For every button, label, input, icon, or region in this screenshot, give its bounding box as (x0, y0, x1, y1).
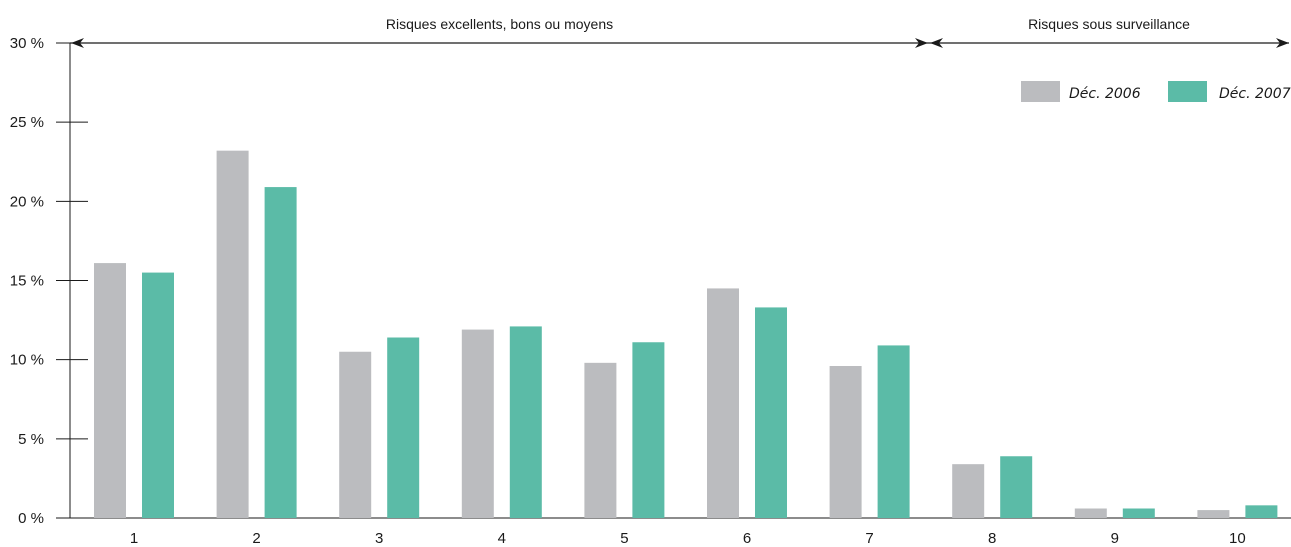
bar (142, 272, 174, 518)
x-tick-label: 1 (130, 530, 138, 547)
x-tick-label: 5 (620, 530, 628, 547)
legend-swatch (1168, 81, 1207, 102)
bar (632, 342, 665, 518)
bar (1245, 505, 1278, 518)
bar (339, 351, 372, 518)
bar (829, 366, 862, 518)
bar (1074, 508, 1107, 518)
bar (1122, 508, 1155, 518)
arrow-head-icon (915, 38, 928, 48)
y-tick-label: 30 % (10, 35, 44, 52)
zone-label: Risques excellents, bons ou moyens (386, 16, 613, 32)
x-tick-label: 6 (743, 530, 751, 547)
y-tick-label: 15 % (10, 273, 44, 290)
x-tick-label: 10 (1229, 530, 1246, 547)
arrow-head-icon (930, 38, 943, 48)
y-tick-label: 0 % (18, 510, 44, 527)
y-tick-label: 10 % (10, 352, 44, 369)
y-tick-label: 25 % (10, 114, 44, 131)
bar (877, 345, 910, 518)
x-tick-label: 9 (1111, 530, 1119, 547)
x-tick-label: 4 (498, 530, 506, 547)
arrow-head-icon (1276, 38, 1289, 48)
x-tick-label: 3 (375, 530, 383, 547)
bar (387, 337, 420, 518)
bar (461, 329, 494, 518)
legend: Déc. 2006 Déc. 2007 (1021, 81, 1291, 102)
bar (1000, 456, 1033, 518)
bar (509, 326, 542, 518)
x-axis: 1 2 3 4 5 6 7 8 9 10 (70, 517, 1291, 547)
bar (264, 187, 297, 519)
x-tick-label: 7 (865, 530, 873, 547)
zone-label: Risques sous surveillance (1028, 16, 1190, 32)
bar (707, 288, 739, 518)
bar (216, 150, 249, 518)
y-tick-label: 5 % (18, 431, 44, 448)
x-tick-label: 2 (252, 530, 260, 547)
bar (1197, 510, 1230, 518)
y-tick-label: 20 % (10, 193, 44, 210)
legend-label: Déc. 2006 (1069, 86, 1141, 102)
bar (584, 362, 617, 518)
zone-annotations: Risques excellents, bons ou moyens Risque… (70, 16, 1289, 48)
bars (94, 150, 1278, 519)
y-axis: 0 % 5 % 10 % 15 % 20 % 25 % 30 % (10, 35, 88, 527)
bar (952, 464, 985, 518)
bar (755, 307, 787, 518)
bar (94, 263, 126, 518)
arrow-head-icon (71, 38, 84, 48)
x-tick-label: 8 (988, 530, 996, 547)
legend-label: Déc. 2007 (1219, 86, 1291, 102)
legend-swatch (1021, 81, 1060, 102)
